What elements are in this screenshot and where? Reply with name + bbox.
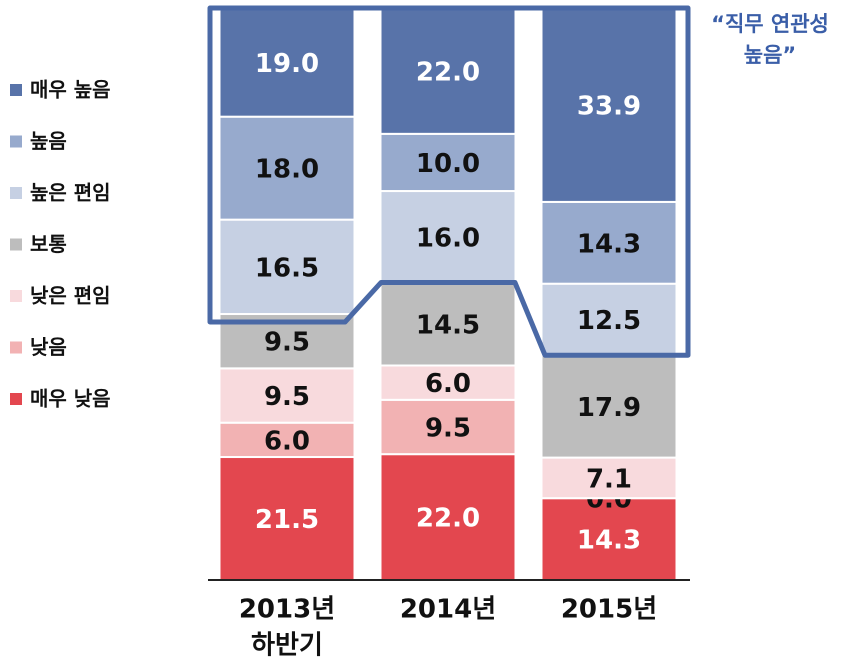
value-label: 14.3 [577,229,641,259]
value-label: 16.5 [255,253,319,283]
legend-label: 높음 [30,129,67,153]
bar-segment [540,200,678,285]
value-label: 6.0 [264,426,310,456]
value-label: 17.9 [577,393,641,423]
bar-segment [540,354,678,459]
legend-label: 매우 높음 [30,78,111,102]
legend-label: 높은 편임 [30,181,111,205]
x-tick-label: 2013년 [239,595,335,625]
value-label: 9.5 [425,413,471,443]
bar-segment [379,132,517,193]
value-label: 14.3 [577,526,641,556]
legend-swatch [10,238,22,251]
value-label: 33.9 [577,91,641,121]
bar-segment [218,115,356,221]
value-label: 9.5 [264,328,310,358]
bar-segment [540,282,678,357]
value-label: 22.0 [416,504,480,534]
bar-segment [218,456,356,581]
bar-segment [379,364,517,401]
legend-swatch [10,135,22,148]
value-label: 10.0 [416,149,480,179]
legend-label: 낮음 [30,335,67,359]
legend-swatch [10,290,22,302]
annotation: “직무 연관성 [711,12,829,36]
value-label: 9.5 [264,382,310,412]
legend-swatch [10,393,22,405]
bar-segment [379,453,517,581]
value-label: 16.0 [416,223,480,253]
legend-swatch [10,187,22,199]
bar-segment [218,218,356,316]
legend-swatch [10,341,22,354]
x-tick-label: 2015년 [561,595,657,625]
legend-label: 매우 낮음 [30,387,111,411]
legend-label: 낮은 편임 [30,284,111,308]
value-label: 19.0 [255,49,319,79]
value-label: 22.0 [416,57,480,87]
bar-segment [540,456,678,500]
x-tick-label: 2014년 [400,595,496,625]
value-label: 12.5 [577,306,641,336]
bar-segment [218,421,356,459]
value-label: 18.0 [255,155,319,185]
x-tick-label: 하반기 [251,631,323,660]
bar-segment [379,190,517,284]
bar-segment [379,281,517,367]
legend-label: 보통 [30,232,67,256]
value-label: 7.1 [586,464,632,494]
legend-swatch [10,84,22,96]
value-label: 21.5 [255,505,319,535]
highlight-outline [207,5,691,358]
value-label: 14.5 [416,311,480,341]
bar-segment [379,398,517,456]
bar-segment [540,7,678,203]
value-label: 6.0 [425,369,471,399]
bar-segment [218,7,356,118]
annotation: 높음” [744,43,796,67]
